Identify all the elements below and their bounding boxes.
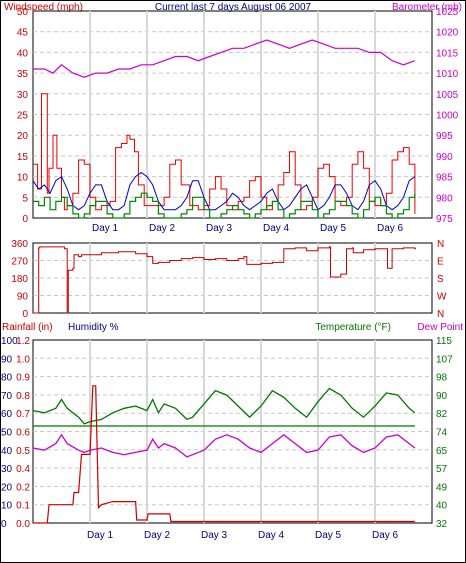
temperature-tick-label: 115 (436, 336, 452, 347)
y-tick-label-right: 1025 (436, 7, 459, 18)
compass-label: N (437, 239, 444, 250)
temperature-line (32, 387, 416, 425)
x-tick-label: Day 4 (258, 530, 285, 541)
y-tick-label-right: 1000 (436, 111, 459, 122)
temperature-tick-label: 82 (436, 409, 448, 420)
y-tick-label-left: 90 (17, 292, 29, 303)
humidity-tick-label: 90 (1, 354, 13, 365)
rainfall-line (33, 385, 415, 524)
y-tick-label-left: 180 (11, 274, 28, 285)
y-tick-label-left: 360 (11, 239, 28, 250)
y-tick-label-right: 990 (436, 152, 453, 163)
barometer-line (33, 39, 416, 78)
rain-tick-label: 0.7 (16, 409, 30, 420)
y-tick-label-left: 270 (11, 257, 28, 268)
y-tick-label-left: 5 (22, 193, 28, 204)
wind-average-line (32, 171, 416, 211)
y-tick-label-left: 0 (22, 309, 28, 320)
temperature-tick-label: 90 (436, 391, 448, 402)
temperature-tick-label: 49 (436, 482, 448, 493)
x-tick-label: Day 1 (87, 530, 114, 541)
y-tick-label-left: 15 (17, 152, 29, 163)
wind-low-line (33, 192, 416, 219)
y-tick-label-right: 980 (436, 193, 453, 204)
temperature-tick-label: 32 (436, 519, 448, 530)
rain-tick-label: 1.2 (16, 336, 30, 347)
humidity-tick-label: 40 (1, 446, 13, 457)
humidity-tick-label: 0 (1, 519, 7, 530)
compass-label: S (437, 274, 444, 285)
y-tick-label-right: 1015 (436, 48, 459, 59)
wind-barometer-chart: 0510152025303540455097598098599099510001… (4, 2, 462, 234)
left-axis-title: Windspeed (mph) (4, 2, 83, 13)
y-tick-label-right: 1005 (436, 90, 459, 101)
y-tick-label-right: 1020 (436, 28, 459, 39)
y-tick-label-left: 0 (22, 214, 28, 225)
x-tick-label: Day 2 (144, 530, 171, 541)
y-tick-label-left: 45 (17, 28, 29, 39)
humidity-tick-label: 10 (1, 501, 13, 512)
rain-tick-label: 0.1 (16, 501, 30, 512)
compass-label: E (437, 257, 444, 268)
x-tick-label: Day 1 (92, 223, 119, 234)
x-tick-label: Day 6 (372, 530, 399, 541)
rain-tick-label: 0.4 (16, 464, 30, 475)
compass-label: W (437, 292, 447, 303)
temperature-tick-label: 107 (436, 354, 453, 365)
dewpoint-line (32, 433, 416, 458)
y-tick-label-left: 10 (17, 173, 29, 184)
rain-tick-label: 0.2 (16, 482, 30, 493)
rain-tick-label: 0.5 (16, 446, 30, 457)
x-tick-label: Day 6 (377, 223, 404, 234)
humidity-tick-label: 100 (1, 336, 18, 347)
rain-tick-label: 0.6 (16, 428, 30, 439)
temperature-tick-label: 40 (436, 501, 448, 512)
y-tick-label-left: 35 (17, 69, 29, 80)
wind-direction-chart: 0 N 90 W 180 S 270 E 360 N (11, 239, 447, 320)
y-tick-label-right: 985 (436, 173, 453, 184)
humidity-tick-label: 30 (1, 464, 13, 475)
rain-tick-label: 0.9 (16, 373, 30, 384)
humidity-tick-label: 80 (1, 373, 13, 384)
chart-title: Current last 7 days August 06 2007 (155, 2, 312, 13)
rain-tick-label: 1.0 (16, 354, 30, 365)
y-tick-label-left: 25 (17, 111, 29, 122)
y-tick-label-right: 975 (436, 214, 453, 225)
humidity-tick-label: 70 (1, 391, 13, 402)
temperature-tick-label: 98 (436, 373, 448, 384)
x-tick-label: Day 4 (263, 223, 290, 234)
humidity-tick-label: 20 (1, 482, 13, 493)
x-tick-label: Day 5 (315, 530, 342, 541)
wind-direction-line (33, 246, 416, 314)
y-tick-label-right: 995 (436, 131, 453, 142)
x-tick-label: Day 2 (149, 223, 176, 234)
rainfall-axis-title: Rainfall (in) (2, 322, 53, 333)
x-tick-label: Day 3 (201, 530, 228, 541)
temperature-tick-label: 57 (436, 464, 448, 475)
rain-tick-label: 0.8 (16, 391, 30, 402)
y-tick-label-left: 50 (17, 7, 29, 18)
y-tick-label-left: 30 (17, 90, 29, 101)
x-tick-label: Day 5 (320, 223, 347, 234)
humidity-axis-title: Humidity % (68, 322, 119, 333)
humidity-tick-label: 60 (1, 409, 13, 420)
y-tick-label-left: 20 (17, 131, 29, 142)
right-axis-title: Barometer (mb) (392, 2, 462, 13)
y-tick-label-left: 40 (17, 48, 29, 59)
temperature-tick-label: 74 (436, 428, 448, 439)
humidity-tick-label: 50 (1, 428, 13, 439)
temperature-tick-label: 65 (436, 446, 448, 457)
x-tick-label: Day 3 (206, 223, 233, 234)
rain-tick-label: 0.0 (16, 519, 30, 530)
dewpoint-axis-title: Dew Point (417, 322, 463, 333)
compass-label: N (437, 309, 444, 320)
temperature-axis-title: Temperature (°F) (315, 322, 391, 333)
y-tick-label-right: 1010 (436, 69, 459, 80)
